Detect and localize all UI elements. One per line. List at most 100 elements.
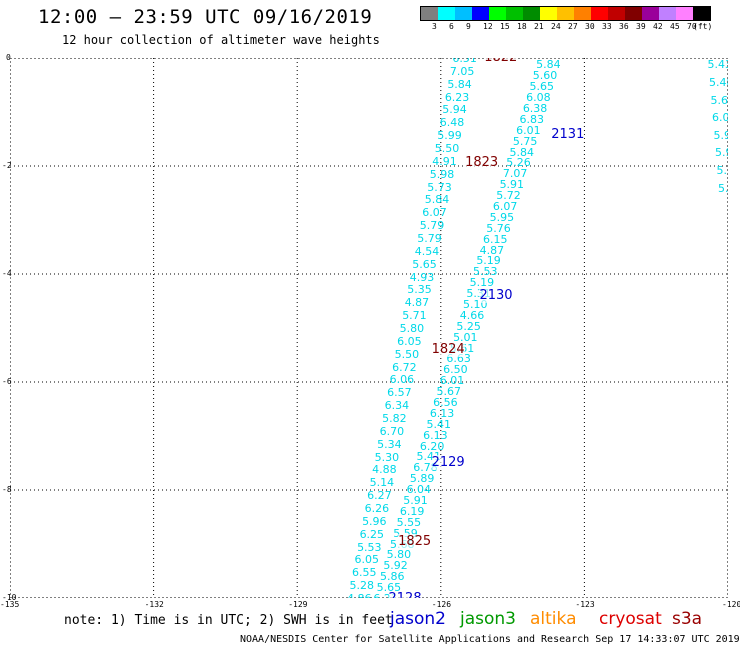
legend-swatch [642, 7, 659, 20]
wave-height-value: 6.01 [516, 123, 541, 137]
x-axis-label: -123 [575, 600, 595, 609]
wave-height-value: 4.86 [347, 592, 372, 598]
legend-swatch [472, 7, 489, 20]
pass-time-label: 1824 [431, 341, 465, 357]
wave-height-value: 5.84 [424, 193, 450, 207]
wave-height-value: 5.92 [383, 559, 408, 573]
wave-height-value: 5.41 [426, 417, 452, 431]
pass-time-label: 1823 [465, 154, 499, 170]
wave-height-value: 5.94 [442, 103, 467, 117]
x-axis-label: -132 [144, 600, 164, 609]
wave-height-value: 5.89 [409, 472, 435, 486]
wave-height-value: 6.70 [379, 424, 405, 438]
wave-height-value: 5.65 [529, 80, 554, 94]
wave-height-value: 5.76 [486, 221, 511, 235]
color-legend-bar [420, 6, 711, 21]
wave-height-value: 5.67 [436, 385, 461, 399]
x-axis-label: -135 [0, 600, 20, 609]
legend-swatch [540, 7, 557, 20]
wave-height-value: 6.26 [364, 502, 390, 515]
wave-height-value: 5.73 [427, 180, 452, 194]
wave-height-value: 6.13 [423, 428, 448, 442]
wave-height-value: 6.19 [399, 504, 425, 518]
wave-height-value: 6.48 [439, 116, 465, 130]
wave-height-value: 6.15 [482, 232, 508, 246]
wave-height-value: 6.25 [359, 527, 385, 541]
legend-label: 30 [585, 22, 595, 31]
wave-height-value: 5.84 [536, 58, 561, 72]
wave-height-value: 5.96 [362, 514, 387, 528]
pass-time-label: 2129 [431, 454, 465, 470]
wave-height-value: 5.91 [403, 494, 428, 507]
wave-height-value: 5.50 [434, 142, 460, 155]
wave-height-value: 5.34 [377, 437, 402, 451]
wave-height-value: 4.87 [479, 243, 505, 257]
legend-label: 12 [483, 22, 493, 31]
wave-height-value: 5.75 [512, 134, 538, 148]
wave-height-value: 5.86 [380, 570, 405, 584]
wave-height-value: 6.13 [429, 406, 455, 420]
pass-time-label: 1822 [484, 58, 518, 65]
satellite-legend-cryosat: cryosat [599, 609, 662, 629]
x-axis-label: -120 [722, 600, 740, 609]
wave-height-value: 5.19 [476, 254, 501, 268]
legend-label: 70 [687, 22, 697, 31]
wave-height-value: 6.07 [422, 206, 447, 220]
wave-height-value: 5.71 [402, 309, 427, 323]
pass-time-label: 2131 [551, 126, 585, 142]
wave-height-value: 5.55 [396, 515, 422, 529]
wave-height-value: 5.50 [394, 347, 420, 361]
wave-height-value: 5.65 [412, 257, 437, 271]
legend-swatch [693, 7, 710, 20]
wave-height-value: 6.27 [367, 489, 392, 503]
wave-height-value: 5.95 [489, 210, 515, 224]
satellite-legend-s3a: s3a [672, 609, 703, 629]
wave-height-value: 6.51 [452, 58, 477, 65]
wave-height-value: 5.9 [714, 146, 728, 160]
legend-swatch [625, 7, 642, 20]
wave-height-value: 6.23 [444, 90, 470, 104]
units-note: note: 1) Time is in UTC; 2) SWH is in fe… [64, 613, 393, 628]
pass-time-label: 1825 [398, 533, 432, 549]
y-axis-label: -4 [2, 269, 12, 278]
pass-time-label: 2130 [479, 287, 513, 303]
wave-height-value: 5. [718, 181, 728, 195]
legend-label: (ft) [693, 22, 713, 31]
wave-height-value: 5.48 [708, 76, 728, 90]
y-axis-label: 0 [6, 53, 11, 62]
legend-swatch [557, 7, 574, 20]
legend-label: 33 [602, 22, 612, 31]
legend-label: 39 [636, 22, 646, 31]
credit-line: NOAA/NESDIS Center for Satellite Applica… [240, 634, 740, 645]
wave-height-value: 5.91 [499, 178, 525, 192]
legend-swatch [438, 7, 455, 20]
wave-height-value: 5.72 [496, 189, 521, 203]
wave-height-value: 5.84 [447, 77, 472, 91]
wave-height-value: 5.79 [417, 232, 442, 245]
wave-height-value: 5.60 [532, 69, 558, 83]
wave-height-value: 6.34 [384, 399, 410, 413]
wave-height-value: 5.80 [399, 322, 425, 335]
wave-height-value: 5.79 [419, 219, 445, 233]
map-subtitle: 12 hour collection of altimeter wave hei… [62, 33, 380, 47]
x-axis-label: -129 [288, 600, 308, 609]
wave-height-value: 6.50 [443, 363, 468, 377]
wave-height-value: 5.25 [456, 319, 481, 333]
legend-label: 15 [500, 22, 510, 31]
legend-swatch [455, 7, 472, 20]
wave-height-value: 4.66 [459, 308, 485, 322]
wave-height-value: 5.53 [473, 265, 498, 279]
wave-height-value: 5. [716, 164, 727, 177]
wave-height-value: 6.06 [389, 373, 415, 387]
wave-height-value: 6.01 [439, 374, 465, 388]
wave-height-value: 6.07 [492, 200, 518, 214]
plot-area: 6.51 7.05 5.84 6.23 5.94 6.48 5.99 5.50 4.91 5.98… [10, 58, 728, 598]
wave-height-value: 6.21 [373, 592, 398, 598]
satellite-legend-altika: altika [530, 609, 577, 629]
wave-height-value: 5.82 [382, 412, 407, 425]
wave-height-value: 5.35 [407, 283, 432, 297]
legend-swatch [591, 7, 608, 20]
legend-label: 9 [466, 22, 471, 31]
wave-height-value: 6.05 [354, 553, 380, 567]
